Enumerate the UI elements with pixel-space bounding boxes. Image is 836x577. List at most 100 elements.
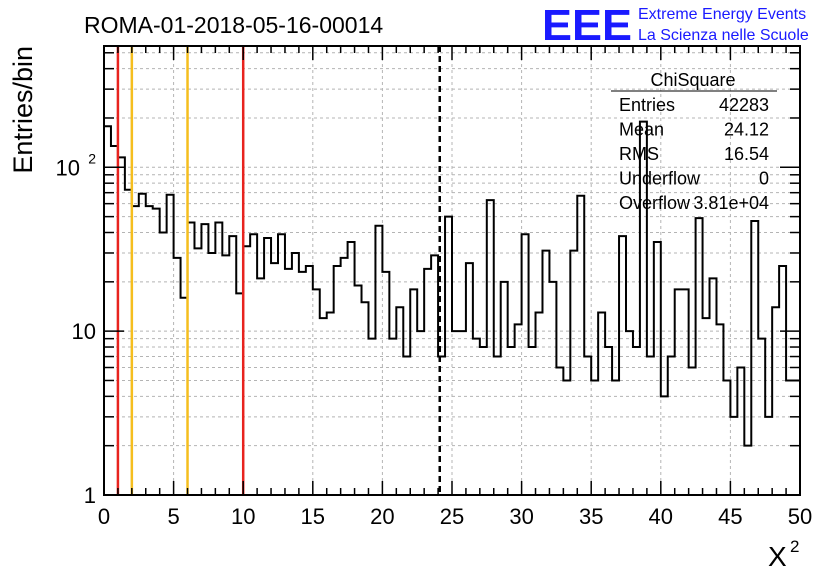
histogram-bin: [473, 339, 480, 495]
histogram-bin: [793, 380, 800, 495]
y-tick-label-superscript: 2: [88, 150, 96, 166]
histogram-bin: [654, 242, 661, 495]
histogram-bin: [786, 380, 793, 495]
histogram-bin: [584, 357, 591, 495]
histogram-bin: [682, 289, 689, 495]
histogram-bin: [194, 248, 201, 495]
histogram-bin: [459, 331, 466, 495]
stats-row-value: 42283: [719, 95, 769, 115]
histogram-bin: [215, 223, 222, 495]
histogram-bin: [696, 218, 703, 495]
histogram-bin: [167, 195, 174, 495]
histogram-bin: [257, 278, 264, 495]
histogram-bin: [229, 236, 236, 495]
histogram-bin: [522, 234, 529, 495]
stats-box: ChiSquare Entries 42283 Mean 24.12 RMS 16.54 U…: [611, 70, 777, 213]
histogram-bin: [139, 194, 146, 495]
histogram-bin: [549, 282, 556, 495]
histogram-bin: [313, 289, 320, 495]
x-tick-label: 45: [718, 504, 742, 529]
stats-row-label: Mean: [619, 120, 664, 140]
x-tick-label: 0: [98, 504, 110, 529]
histogram-bin: [487, 200, 494, 495]
histogram-bin: [765, 417, 772, 495]
histogram-bin: [647, 357, 654, 495]
histogram-bin: [744, 446, 751, 495]
histogram-bin: [570, 251, 577, 495]
stats-row-label: Overflow: [619, 193, 691, 213]
histogram-bin: [153, 209, 160, 495]
histogram-bin: [508, 347, 515, 495]
histogram-bin: [598, 312, 605, 495]
x-tick-label: 35: [579, 504, 603, 529]
histogram-outline: [103, 120, 801, 495]
histogram-bin: [710, 278, 717, 495]
histogram-bin: [452, 331, 459, 495]
logo-mark: EEE: [542, 1, 632, 50]
x-axis-label-superscript: 2: [790, 537, 799, 556]
x-tick-label: 40: [649, 504, 673, 529]
histogram-bin: [292, 253, 299, 495]
histogram-bin: [723, 380, 730, 495]
histogram-bin: [264, 238, 271, 495]
logo-line-1: Extreme Energy Events: [638, 6, 806, 23]
histogram-bin: [299, 272, 306, 495]
histogram-bin: [689, 368, 696, 495]
y-tick-label: 10: [56, 155, 80, 180]
histogram-bin: [222, 255, 229, 495]
histogram-bin: [633, 347, 640, 495]
histogram-bin: [515, 324, 522, 495]
histogram-bin: [250, 234, 257, 495]
eee-logo: EEE Extreme Energy Events La Scienza nel…: [542, 1, 809, 50]
stats-row-label: RMS: [619, 144, 659, 164]
y-axis-label: Entries/bin: [8, 46, 38, 174]
histogram-bin: [556, 368, 563, 495]
histogram-bin: [619, 236, 626, 495]
stats-row-value: 0: [759, 169, 769, 189]
histogram-bin: [327, 312, 334, 495]
x-tick-label: 5: [167, 504, 179, 529]
histogram-bin: [348, 242, 355, 495]
histogram-bin: [146, 206, 153, 495]
reference-lines: [116, 46, 442, 495]
histogram-bin: [160, 233, 167, 495]
y-tick-label: 10: [72, 319, 96, 344]
logo-line-2: La Scienza nelle Scuole: [638, 27, 809, 44]
stats-rows: Entries 42283 Mean 24.12 RMS 16.54 Underflow 0 O…: [619, 95, 769, 213]
histogram-bin: [716, 324, 723, 495]
histogram-bin: [529, 347, 536, 495]
histogram-bin: [758, 339, 765, 495]
x-tick-label: 20: [370, 504, 394, 529]
stats-row-label: Entries: [619, 95, 675, 115]
chart-title: ROMA-01-2018-05-16-00014: [84, 12, 383, 38]
histogram-bin: [751, 221, 758, 495]
histogram-bin: [737, 368, 744, 495]
x-tick-label: 15: [301, 504, 325, 529]
histogram-bin: [675, 289, 682, 495]
histogram-bin: [355, 285, 362, 495]
histogram-bin: [730, 417, 737, 495]
y-tick-label: 1: [84, 483, 96, 508]
stats-row-value: 3.81e+04: [693, 193, 769, 213]
histogram-bin: [591, 380, 598, 495]
histogram-bin: [417, 331, 424, 495]
histogram-bin: [542, 251, 549, 495]
x-tick-label: 25: [440, 504, 464, 529]
histogram-bin: [605, 347, 612, 495]
histogram-bin: [661, 396, 668, 495]
x-axis-label: X: [768, 541, 787, 572]
histogram-bin: [375, 226, 382, 495]
x-tick-label: 10: [231, 504, 255, 529]
histogram: [103, 120, 801, 495]
histogram-bin: [668, 357, 675, 495]
histogram-bin: [612, 380, 619, 495]
histogram-bin: [466, 263, 473, 495]
histogram-bin: [362, 302, 369, 495]
histogram-bin: [431, 255, 438, 495]
histogram-bin: [536, 312, 543, 495]
histogram-bin: [563, 380, 570, 495]
stats-row-value: 16.54: [724, 144, 769, 164]
histogram-bin: [306, 266, 313, 495]
stats-row-label: Underflow: [619, 169, 701, 189]
histogram-bin: [208, 253, 215, 495]
